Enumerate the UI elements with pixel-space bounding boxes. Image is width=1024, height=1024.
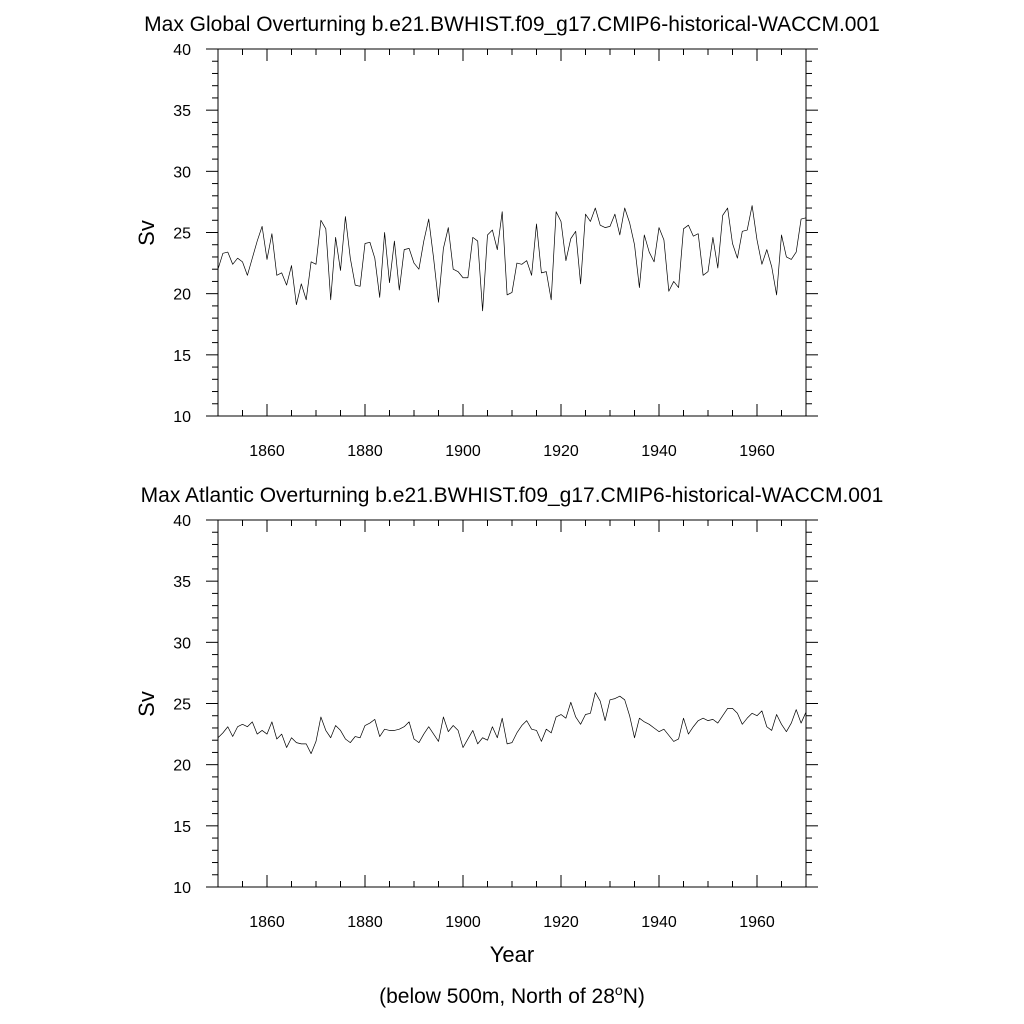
global-xtick-label: 1900 <box>445 443 481 460</box>
global-overturning-series-line <box>217 205 807 312</box>
atlantic-ytick-label: 15 <box>173 819 191 836</box>
atlantic-xtick-label: 1960 <box>739 914 775 931</box>
global-ytick-label: 40 <box>173 42 191 59</box>
footnote-degree-superscript: o <box>615 982 623 998</box>
global-ytick-label: 15 <box>173 348 191 365</box>
atlantic-x-tick-labels: 1860 1880 1900 1920 1940 1960 <box>249 914 775 931</box>
global-y-tick-labels: 10 15 20 25 30 35 40 <box>173 42 191 426</box>
atlantic-plot-frame <box>217 519 807 888</box>
global-overturning-title: Max Global Overturning b.e21.BWHIST.f09_… <box>144 13 880 36</box>
global-overturning-panel: Max Global Overturning b.e21.BWHIST.f09_… <box>134 13 880 460</box>
atlantic-y-tick-labels: 10 15 20 25 30 35 40 <box>173 513 191 897</box>
global-ytick-label: 20 <box>173 287 191 304</box>
atlantic-ytick-label: 25 <box>173 697 191 714</box>
atlantic-ticks <box>206 519 818 888</box>
atlantic-xtick-label: 1880 <box>347 914 383 931</box>
atlantic-y-axis-label: Sv <box>134 691 159 717</box>
global-xtick-label: 1940 <box>641 443 677 460</box>
global-ytick-label: 35 <box>173 103 191 120</box>
global-ytick-label: 10 <box>173 409 191 426</box>
figure-footnote: (below 500m, North of 28oN) <box>379 982 645 1008</box>
global-xtick-label: 1860 <box>249 443 285 460</box>
atlantic-xtick-label: 1920 <box>543 914 579 931</box>
footnote-text-end: N) <box>623 985 645 1008</box>
global-xtick-label: 1880 <box>347 443 383 460</box>
global-xtick-label: 1920 <box>543 443 579 460</box>
atlantic-xtick-label: 1940 <box>641 914 677 931</box>
atlantic-ytick-label: 10 <box>173 880 191 897</box>
atlantic-ytick-label: 40 <box>173 513 191 530</box>
atlantic-ytick-label: 35 <box>173 574 191 591</box>
atlantic-x-axis-label: Year <box>490 942 534 967</box>
atlantic-ytick-label: 20 <box>173 758 191 775</box>
atlantic-overturning-title: Max Atlantic Overturning b.e21.BWHIST.f0… <box>141 484 884 507</box>
atlantic-xtick-label: 1860 <box>249 914 285 931</box>
global-x-tick-labels: 1860 1880 1900 1920 1940 1960 <box>249 443 775 460</box>
atlantic-overturning-series-line <box>217 692 807 755</box>
global-ytick-label: 25 <box>173 226 191 243</box>
footnote-text: (below 500m, North of 28 <box>379 985 615 1008</box>
global-y-axis-label: Sv <box>134 220 159 246</box>
global-xtick-label: 1960 <box>739 443 775 460</box>
atlantic-overturning-panel: Max Atlantic Overturning b.e21.BWHIST.f0… <box>134 484 883 967</box>
atlantic-ytick-label: 30 <box>173 635 191 652</box>
global-ytick-label: 30 <box>173 164 191 181</box>
global-plot-frame <box>217 48 807 417</box>
global-ticks <box>206 48 818 417</box>
atlantic-xtick-label: 1900 <box>445 914 481 931</box>
